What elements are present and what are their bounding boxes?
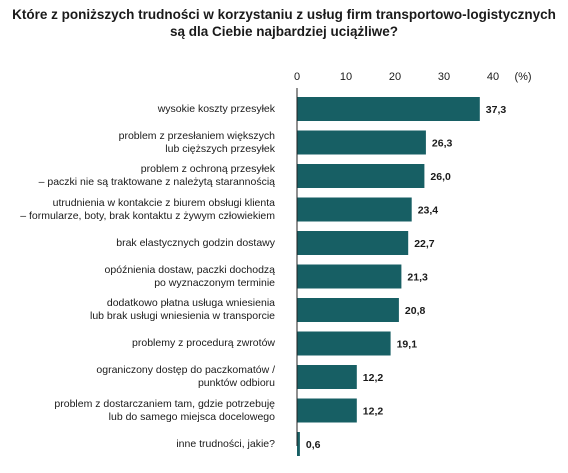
category-label-line: brak elastycznych godzin dostawy [116,236,275,249]
category-label-line: punktów odbioru [197,377,275,389]
category-label-line: ograniczony dostęp do paczkomatów / [96,364,275,376]
category-label: problemy z procedurą zwrotów [0,337,275,350]
category-label: problem z ochroną przesyłek – paczki nie … [0,163,275,189]
value-label: 23,4 [418,205,439,217]
category-label-line: problemy z procedurą zwrotów [132,337,275,349]
chart-title: Które z poniższych trudności w korzystan… [0,6,568,40]
category-label: brak elastycznych godzin dostawy [0,237,275,250]
chart-title-line-2: są dla Ciebie najbardziej uciążliwe? [169,24,399,39]
category-label-line: po wyznaczonym terminie [154,276,275,289]
category-label: ograniczony dostęp do paczkomatów / punkt… [0,364,275,390]
category-label: dodatkowo płatna usługa wniesienia lub br… [0,297,275,323]
category-label-line: opóźnienia dostaw, paczki dochodzą [104,263,275,276]
category-label-line: problem z przesłaniem większych [118,129,275,142]
bar [297,432,300,456]
bar [297,264,402,289]
category-label-line: lub cięższych przesyłek [165,142,275,155]
category-label: wysokie koszty przesyłek [0,103,275,116]
value-label: 26,0 [430,171,451,183]
x-tick-label: 10 [340,71,352,83]
category-label-line: problem z ochroną przesyłek [140,163,275,175]
value-label: 12,2 [363,406,384,418]
category-label: problem z dostarczaniem tam, gdzie potrz… [0,398,275,424]
bar [297,398,357,423]
category-label: utrudnienia w kontakcie z biurem obsługi… [0,197,275,223]
bar [297,164,425,188]
bar [297,365,357,389]
category-label: inne trudności, jakie? [0,438,275,451]
value-label: 0,6 [306,439,321,451]
category-label: problem z przesłaniem większych lub ciężs… [0,130,275,156]
value-label: 37,3 [486,104,507,116]
category-label-line: dodatkowo płatna usługa wniesienia [106,297,275,309]
bar [297,130,426,155]
x-tick-label: 0 [294,71,300,83]
category-label-line: lub do samego miejsca docelowego [108,410,275,423]
bar [297,331,391,356]
x-tick-label: 30 [438,71,450,83]
bar [297,298,399,322]
value-label: 12,2 [363,372,384,384]
category-label-line: inne trudności, jakie? [176,437,275,450]
category-label-line: wysokie koszty przesyłek [157,102,275,115]
bar [297,197,412,222]
category-label-line: problem z dostarczaniem tam, gdzie potrz… [54,397,275,410]
value-label: 22,7 [414,238,435,250]
x-tick-label: 40 [487,71,499,83]
category-label-line: – paczki nie są traktowane z należytą st… [38,176,275,188]
category-label-line: – formularze, boty, brak kontaktu z żywy… [20,209,275,222]
bar [297,231,409,255]
category-label-line: utrudnienia w kontakcie z biurem obsługi… [52,196,275,209]
value-label: 26,3 [432,138,453,150]
unit-label: (%) [514,71,531,83]
bar [297,97,480,121]
value-label: 21,3 [407,272,428,284]
category-label: opóźnienia dostaw, paczki dochodzą po wyz… [0,264,275,290]
value-label: 20,8 [405,305,426,317]
x-tick-label: 20 [389,71,401,83]
value-label: 19,1 [397,339,418,351]
chart-title-line-1: Które z poniższych trudności w korzystan… [12,7,556,22]
category-label-line: lub brak usługi wniesienia w transporcie [89,310,275,322]
